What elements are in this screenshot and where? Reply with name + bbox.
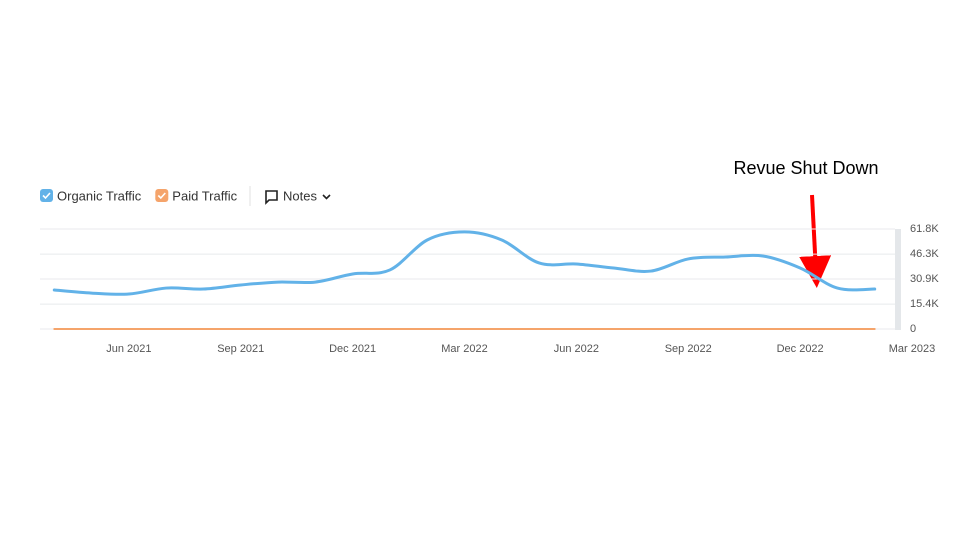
notes-button[interactable]: Notes (265, 188, 331, 205)
notes-icon (265, 190, 278, 205)
y-tick-label: 61.8K (910, 223, 939, 235)
x-tick-label: Sep 2022 (665, 343, 712, 355)
legend-item[interactable]: Paid Traffic (155, 188, 238, 203)
annotation-arrow (799, 194, 832, 288)
x-tick-label: Dec 2021 (329, 343, 376, 355)
y-tick-label: 0 (910, 323, 916, 335)
notes-caret (322, 194, 331, 200)
scroll-bar (895, 229, 901, 330)
x-tick-label: Jun 2022 (554, 343, 599, 355)
legend-check (157, 192, 166, 200)
legend-check (42, 192, 51, 200)
legend-label[interactable]: Organic Traffic (57, 188, 142, 203)
x-tick-label: Jun 2021 (106, 343, 151, 355)
legend-checkbox[interactable] (155, 189, 169, 202)
legend-label[interactable]: Paid Traffic (172, 188, 237, 203)
series-line (52, 230, 877, 296)
annotation: Revue Shut Down (733, 158, 878, 178)
notes-label[interactable]: Notes (283, 188, 317, 203)
y-tick-label: 46.3K (910, 248, 939, 260)
x-tick-label: Mar 2023 (889, 343, 935, 355)
x-tick-label: Dec 2022 (777, 343, 824, 355)
y-tick-label: 30.9K (910, 273, 939, 285)
legend-checkbox[interactable] (40, 189, 53, 202)
y-tick-label: 15.4K (910, 298, 939, 310)
x-tick-label: Sep 2021 (217, 343, 264, 355)
legend-item[interactable]: Organic Traffic (40, 188, 142, 203)
x-tick-label: Mar 2022 (441, 343, 487, 355)
